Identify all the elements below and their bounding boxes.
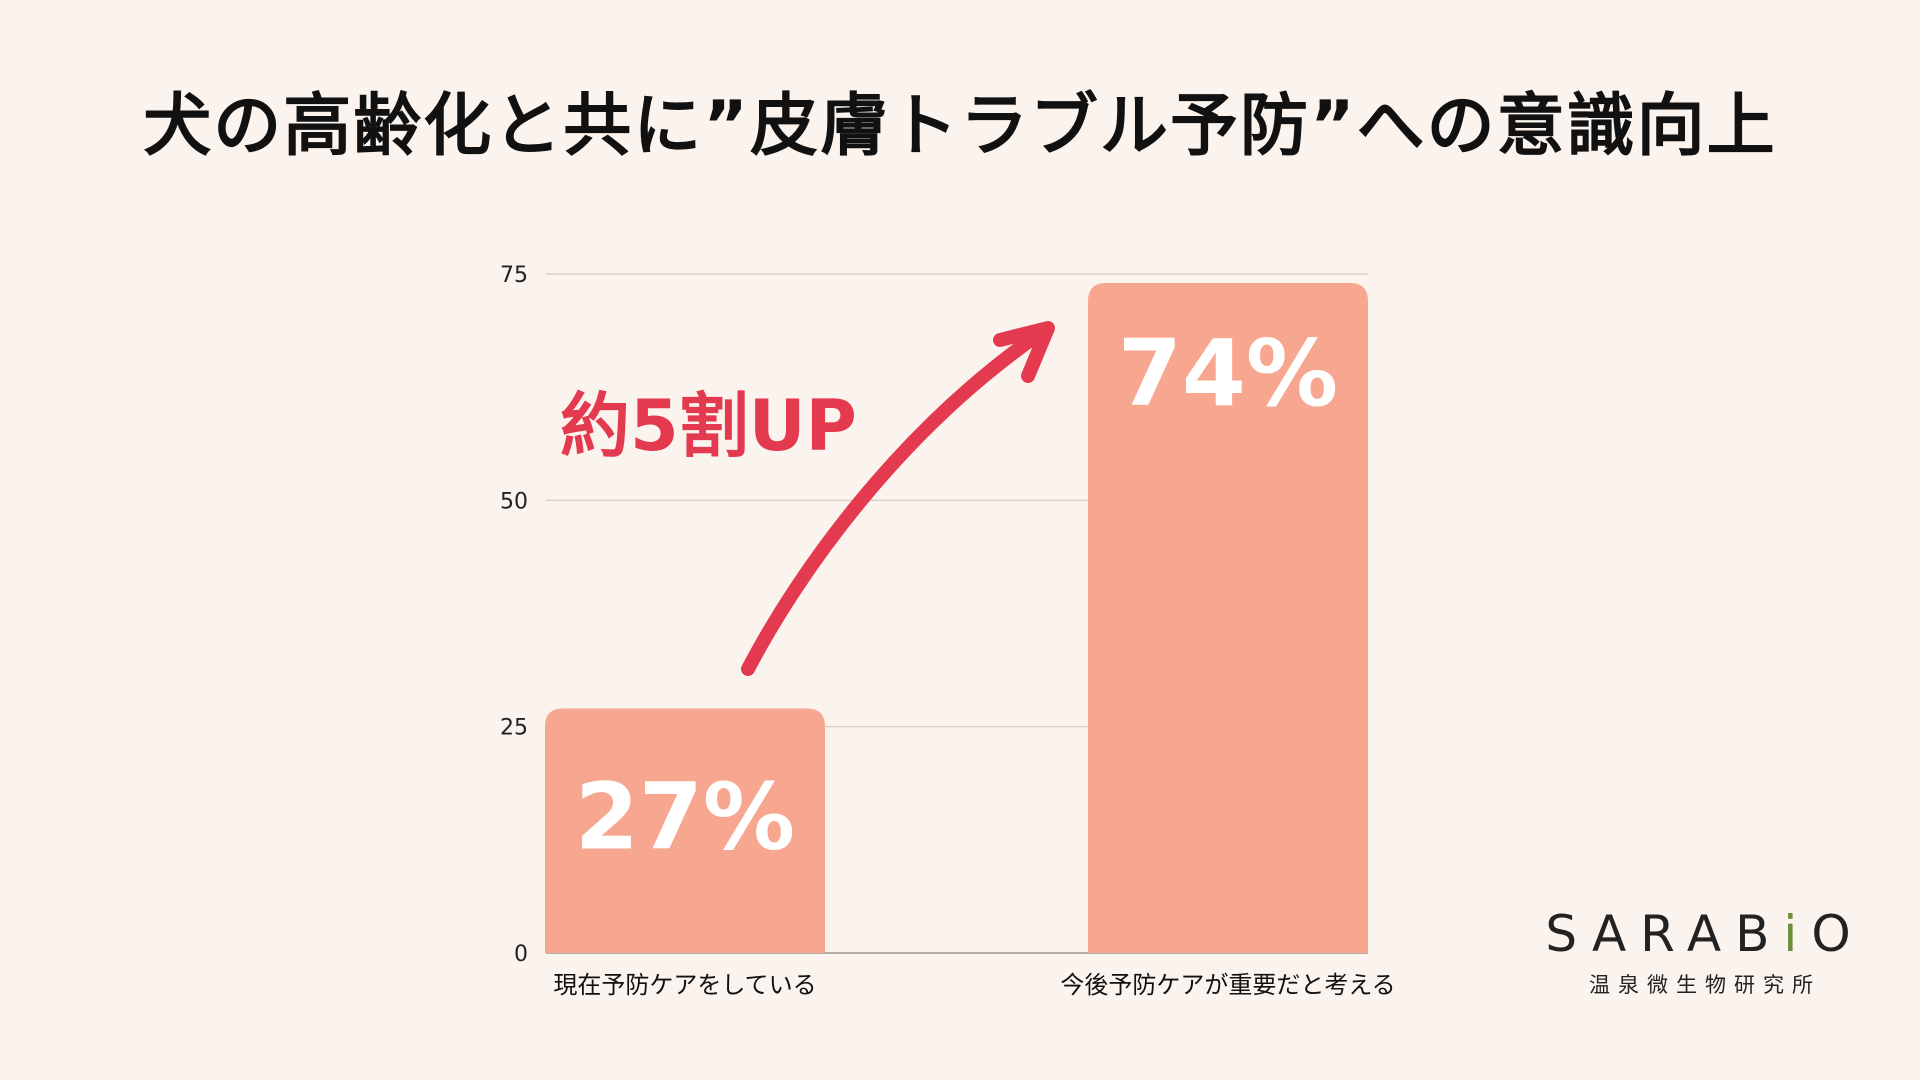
- growth-annotation: 約5割UP: [560, 321, 1055, 676]
- y-tick-label: 50: [500, 489, 528, 514]
- data-label: 27%: [575, 764, 795, 871]
- data-label: 74%: [1118, 320, 1338, 427]
- logo-name-end: O: [1811, 905, 1865, 963]
- logo-name-part: SARAB: [1545, 905, 1784, 963]
- logo-wordmark: SARABiO: [1540, 905, 1870, 963]
- y-tick-label: 0: [514, 942, 528, 967]
- logo-accent-letter: i: [1783, 905, 1812, 963]
- chart-title: 犬の高齢化と共に”皮膚トラブル予防”への意識向上: [143, 87, 1777, 166]
- brand-logo: SARABiO 温泉微生物研究所: [1540, 905, 1870, 999]
- arrow-head-icon: [993, 321, 1055, 383]
- bars: 27% 74%: [545, 283, 1368, 953]
- up-arrow-icon: [741, 325, 1049, 676]
- y-tick-label: 25: [500, 716, 528, 741]
- bar: [545, 708, 825, 953]
- x-axis: 現在予防ケアをしている 今後予防ケアが重要だと考える: [553, 971, 1395, 999]
- y-tick-label: 75: [500, 263, 528, 288]
- bar: [1088, 283, 1368, 953]
- y-axis: 0 25 50 75: [500, 263, 528, 967]
- annotation-text: 約5割UP: [560, 385, 857, 467]
- x-category-label: 現在予防ケアをしている: [553, 971, 816, 999]
- x-category-label: 今後予防ケアが重要だと考える: [1060, 971, 1395, 999]
- logo-subtitle: 温泉微生物研究所: [1589, 973, 1821, 997]
